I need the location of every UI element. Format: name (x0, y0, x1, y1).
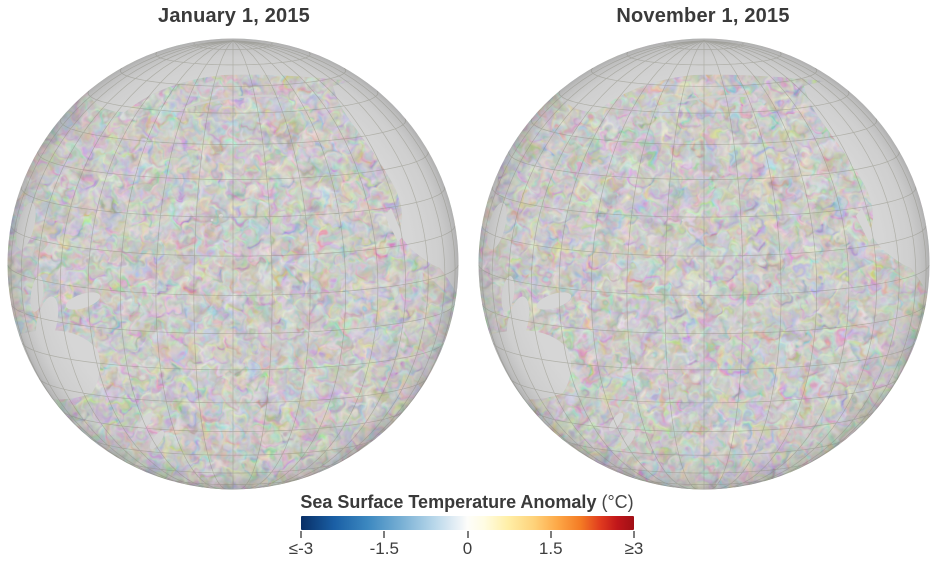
limb-shading-january (7, 38, 459, 490)
globe-title-january: January 1, 2015 (158, 5, 310, 27)
globe-title-november: November 1, 2015 (616, 5, 790, 27)
globe-november (478, 38, 930, 490)
limb-shading-november (478, 38, 930, 490)
globe-january (7, 38, 459, 490)
